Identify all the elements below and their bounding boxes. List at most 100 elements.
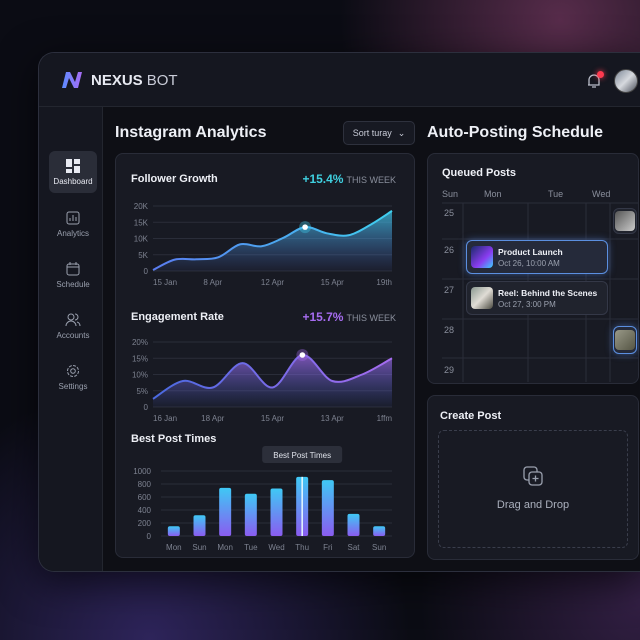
x-tick-label: Mon — [217, 543, 233, 552]
y-tick-label: 20K — [134, 202, 149, 211]
date-label: 29 — [444, 365, 455, 375]
y-tick-label: 5K — [138, 251, 148, 260]
bar — [347, 513, 360, 536]
y-tick-label: 0 — [147, 532, 152, 541]
brand-name: NEXUS — [91, 71, 143, 89]
y-tick-label: 15K — [134, 218, 149, 227]
app-window: NEXUS BOT Dashboard Analytics Schedule Ac… — [38, 52, 640, 572]
engagement-change-value: +15.7% — [302, 310, 344, 324]
avatar[interactable] — [614, 69, 638, 93]
sidebar-item-dashboard[interactable]: Dashboard — [49, 151, 97, 193]
engagement-rate-title: Engagement Rate — [131, 311, 224, 323]
sidebar-item-accounts[interactable]: Accounts — [49, 305, 97, 347]
follower-growth-chart: 0 5K 10K 15K 20K 15 Jan 8 Apr 12 Apr 15 Apr 19th — [134, 202, 393, 287]
area-fill — [153, 354, 392, 407]
queued-posts-card: Queued Posts Sun Mon Tue Wed 25 26 27 28… — [427, 153, 639, 384]
x-tick-label: 15 Apr — [321, 278, 344, 287]
logo[interactable]: NEXUS BOT — [61, 71, 178, 89]
x-tick-label: 18 Apr — [201, 414, 224, 423]
nexus-logo-icon — [62, 72, 82, 88]
add-file-icon — [523, 466, 543, 486]
queued-post-thumb[interactable] — [613, 326, 637, 354]
y-tick-label: 10% — [132, 371, 148, 380]
y-tick-label: 15% — [132, 354, 148, 363]
x-tick-label: 1ffm — [377, 414, 393, 423]
date-label: 27 — [444, 285, 455, 295]
y-tick-label: 20% — [132, 338, 148, 347]
drop-zone[interactable]: Drag and Drop — [438, 430, 628, 548]
y-tick-label: 600 — [138, 493, 152, 502]
schedule-title: Auto-Posting Schedule — [427, 124, 603, 141]
post-time: Oct 27, 3:00 PM — [498, 299, 556, 309]
x-tick-label: 12 Apr — [261, 278, 284, 287]
sidebar-item-settings[interactable]: Settings — [49, 356, 97, 398]
x-tick-label: 19th — [376, 278, 392, 287]
dashboard-icon — [66, 158, 80, 173]
page-title: Instagram Analytics — [115, 124, 267, 141]
sidebar-item-analytics[interactable]: Analytics — [49, 203, 97, 245]
y-tick-label: 0 — [144, 403, 149, 412]
x-tick-label: 15 Jan — [153, 278, 177, 287]
queued-post-reel[interactable]: Reel: Behind the Scenes Oct 27, 3:00 PM — [466, 281, 608, 315]
y-tick-label: 800 — [138, 480, 152, 489]
x-tick-label: Sun — [192, 543, 206, 552]
post-thumbnail — [615, 211, 635, 231]
y-tick-label: 200 — [138, 519, 152, 528]
bar — [270, 488, 283, 536]
sidebar: Dashboard Analytics Schedule Accounts Se… — [39, 107, 103, 571]
bar — [219, 487, 232, 536]
engagement-rate-chart: 0 5% 10% 15% 20% 16 Jan 18 Apr 15 Apr 13 Apr 1ffm — [132, 338, 393, 423]
users-icon — [65, 313, 81, 326]
follower-change-value: +15.4% — [302, 172, 344, 186]
y-tick-label: 0 — [144, 267, 149, 276]
queued-post-thumb[interactable] — [613, 208, 637, 234]
y-tick-label: 400 — [138, 506, 152, 515]
x-tick-label: Sat — [347, 543, 360, 552]
sidebar-item-schedule[interactable]: Schedule — [49, 254, 97, 296]
y-tick-label: 10K — [134, 235, 149, 244]
analytics-icon — [66, 211, 80, 224]
x-tick-label: 15 Apr — [261, 414, 284, 423]
series-line — [152, 354, 393, 400]
date-label: 25 — [444, 208, 455, 218]
follower-growth-title: Follower Growth — [131, 173, 218, 185]
follower-period: THIS WEEK — [346, 175, 396, 185]
bell-icon[interactable] — [587, 73, 601, 89]
bar — [193, 515, 206, 536]
day-header: Sun — [442, 189, 459, 199]
main-content: Instagram Analytics Sort turay ⌄ Follower… — [103, 107, 640, 571]
date-label: 28 — [444, 325, 455, 335]
day-header: Mon — [484, 189, 502, 199]
post-thumbnail — [615, 330, 635, 350]
date-label: 26 — [444, 245, 455, 255]
create-post-title: Create Post — [440, 410, 502, 422]
highlight-point — [302, 224, 308, 230]
engagement-period: THIS WEEK — [346, 313, 396, 323]
drop-label: Drag and Drop — [496, 499, 570, 511]
x-tick-label: Sun — [372, 543, 386, 552]
sort-dropdown[interactable]: Sort turay ⌄ — [343, 121, 415, 145]
sidebar-item-label: Analytics — [56, 228, 89, 238]
follower-change: +15.4% THIS WEEK — [302, 172, 396, 186]
sidebar-item-label: Accounts — [56, 330, 90, 340]
queued-posts-title: Queued Posts — [442, 167, 516, 179]
series-line — [152, 210, 393, 271]
bar — [167, 526, 180, 536]
sidebar-item-label: Dashboard — [53, 176, 93, 186]
x-tick-label: Thu — [295, 543, 309, 552]
gear-icon — [67, 364, 79, 377]
engagement-change: +15.7% THIS WEEK — [302, 310, 396, 324]
create-post-card: Create Post Drag and Drop — [427, 395, 639, 560]
sort-label: Sort turay — [352, 128, 392, 138]
best-post-times-title: Best Post Times — [131, 433, 217, 445]
x-tick-label: Wed — [268, 543, 284, 552]
post-thumbnail — [471, 287, 493, 309]
post-title: Reel: Behind the Scenes — [498, 287, 598, 298]
x-tick-label: Mon — [166, 543, 182, 552]
notification-badge — [597, 71, 604, 78]
post-thumbnail — [471, 246, 493, 268]
tooltip-text: Best Post Times — [273, 451, 331, 460]
y-tick-label: 1000 — [133, 467, 151, 476]
calendar-icon — [66, 261, 80, 275]
queued-post-product-launch[interactable]: Product Launch Oct 26, 10:00 AM — [466, 240, 608, 274]
